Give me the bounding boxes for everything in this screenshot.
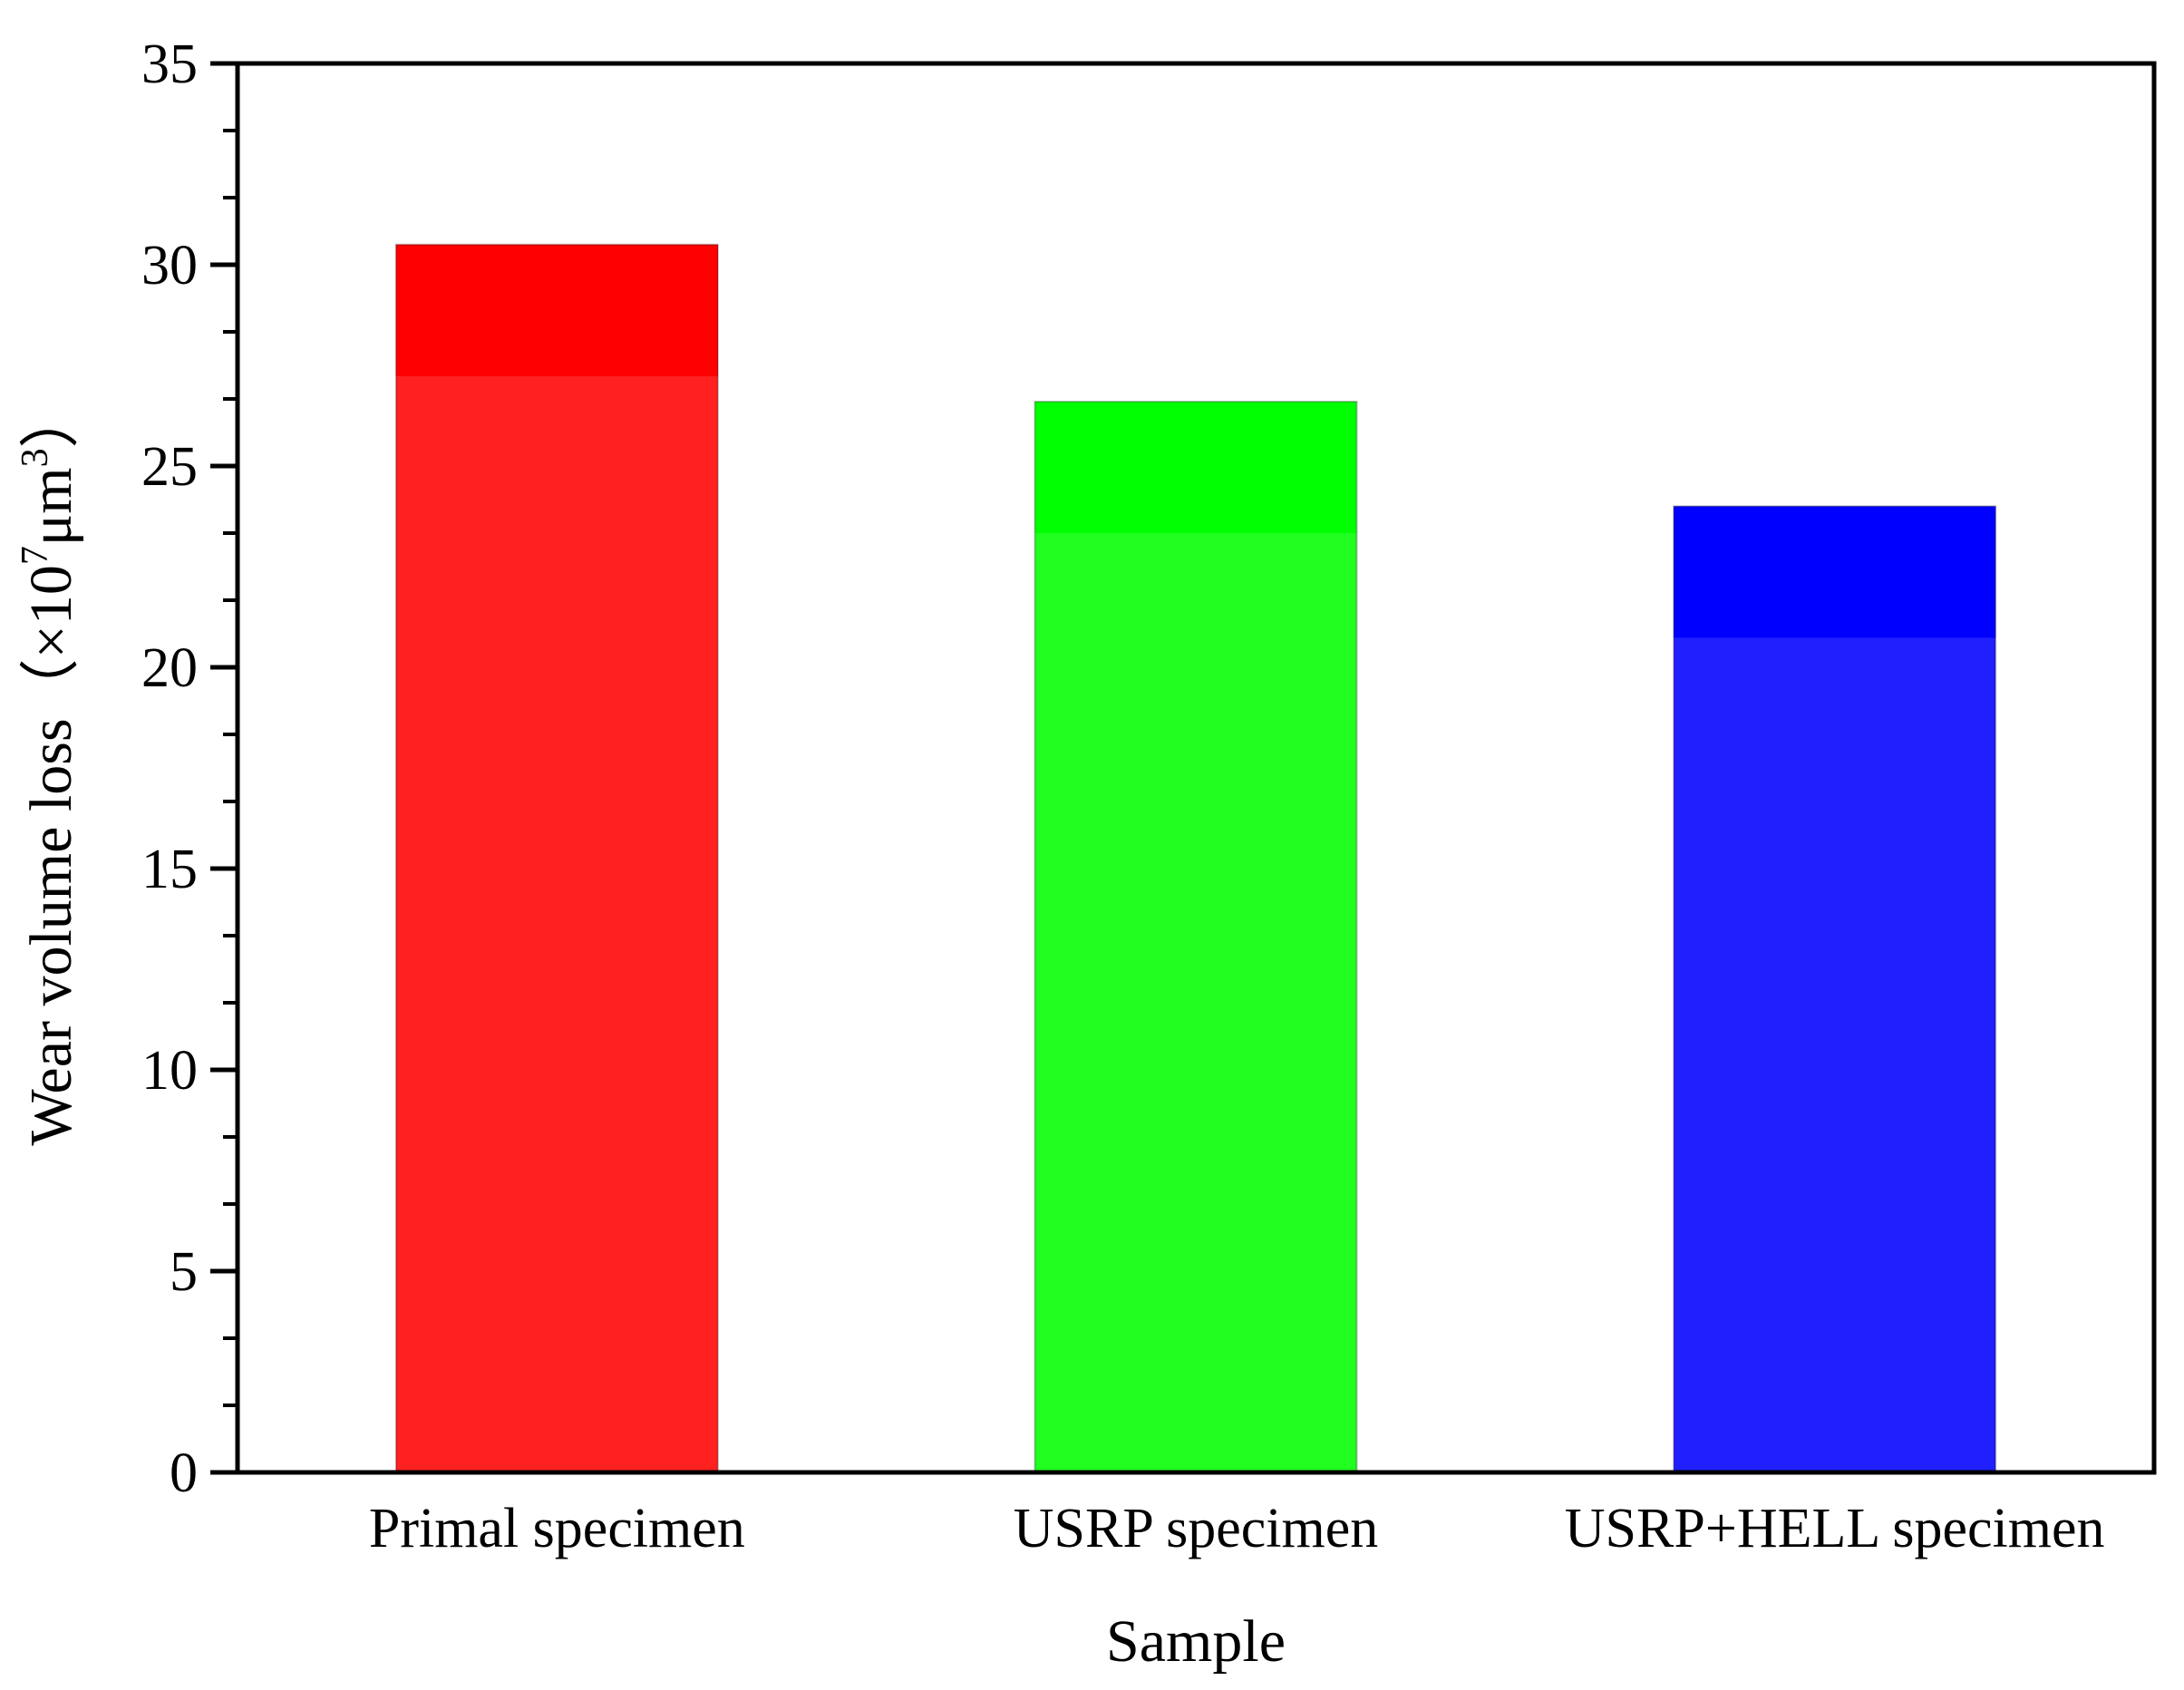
bar-top-band <box>1674 506 1996 638</box>
bar-body <box>1674 506 1996 1472</box>
x-axis-tick-labels: Primal specimen USRP specimen USRP+HELL sp… <box>369 1498 2105 1559</box>
bar-top-band <box>395 244 718 376</box>
bar-body <box>1034 401 1357 1473</box>
y-axis-unit-exp2: 3 <box>15 448 56 467</box>
plot-frame <box>235 61 2157 1475</box>
y-axis-ticks: 0 5 10 15 20 25 30 35 <box>141 34 238 1504</box>
y-axis-unit-open: （×10 <box>18 565 84 718</box>
y-tick-label: 35 <box>141 34 198 95</box>
bar-top-band <box>1034 401 1357 533</box>
bar-3 <box>1673 505 1997 1473</box>
bar-2 <box>1034 400 1358 1474</box>
y-axis-unit-exp1: 7 <box>15 546 56 565</box>
x-tick-label: Primal specimen <box>369 1498 745 1559</box>
y-axis-unit-mid: μm <box>18 467 84 546</box>
y-axis-title: Wear volume loss（×107μm3） <box>15 388 84 1145</box>
x-axis-title: Sample <box>1106 1608 1286 1675</box>
y-tick-label: 30 <box>141 235 198 296</box>
y-axis-unit-close: ） <box>18 388 84 448</box>
x-tick-label: USRP+HELL specimen <box>1565 1498 2105 1559</box>
y-tick-label: 5 <box>170 1241 198 1303</box>
y-tick-label: 20 <box>141 637 198 699</box>
bars-group <box>394 243 1997 1474</box>
bar-1 <box>394 243 719 1473</box>
y-tick-label: 10 <box>141 1040 198 1102</box>
y-tick-label: 25 <box>141 436 198 498</box>
y-axis-title-text: Wear volume loss <box>18 718 84 1145</box>
bar-body <box>395 244 718 1472</box>
x-tick-label: USRP specimen <box>1014 1498 1378 1559</box>
y-tick-label: 15 <box>141 839 198 900</box>
y-tick-label: 0 <box>170 1442 198 1504</box>
